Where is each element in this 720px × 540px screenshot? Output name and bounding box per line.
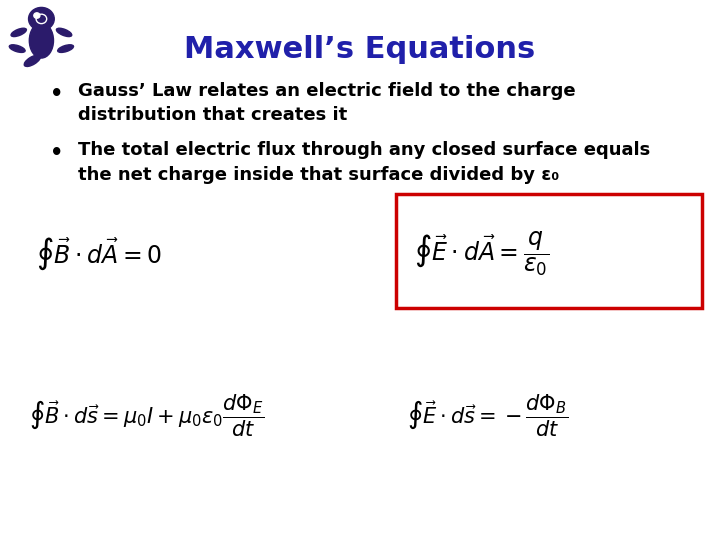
Text: Gauss’ Law relates an electric field to the charge: Gauss’ Law relates an electric field to … bbox=[78, 82, 575, 100]
Text: Maxwell’s Equations: Maxwell’s Equations bbox=[184, 35, 536, 64]
Text: The total electric flux through any closed surface equals: The total electric flux through any clos… bbox=[78, 141, 650, 159]
Text: $\oint \vec{B} \cdot d\vec{s} = \mu_0 I + \mu_0\varepsilon_0 \dfrac{d\Phi_E}{dt}: $\oint \vec{B} \cdot d\vec{s} = \mu_0 I … bbox=[29, 393, 264, 439]
Text: distribution that creates it: distribution that creates it bbox=[78, 106, 347, 124]
Circle shape bbox=[29, 8, 54, 30]
Text: •: • bbox=[50, 143, 64, 163]
Circle shape bbox=[34, 13, 40, 18]
Ellipse shape bbox=[11, 28, 27, 37]
Text: the net charge inside that surface divided by ε₀: the net charge inside that surface divid… bbox=[78, 166, 559, 184]
Text: $\oint \vec{E} \cdot d\vec{A} = \dfrac{q}{\varepsilon_0}$: $\oint \vec{E} \cdot d\vec{A} = \dfrac{q… bbox=[414, 230, 549, 278]
Ellipse shape bbox=[24, 55, 40, 66]
Text: $\oint \vec{B} \cdot d\vec{A} = 0$: $\oint \vec{B} \cdot d\vec{A} = 0$ bbox=[36, 235, 162, 272]
Ellipse shape bbox=[30, 23, 53, 58]
Ellipse shape bbox=[9, 45, 25, 52]
Text: $\oint \vec{E} \cdot d\vec{s} = -\dfrac{d\Phi_B}{dt}$: $\oint \vec{E} \cdot d\vec{s} = -\dfrac{… bbox=[407, 393, 568, 439]
Ellipse shape bbox=[58, 45, 73, 52]
Text: •: • bbox=[50, 84, 64, 104]
Ellipse shape bbox=[56, 28, 72, 37]
